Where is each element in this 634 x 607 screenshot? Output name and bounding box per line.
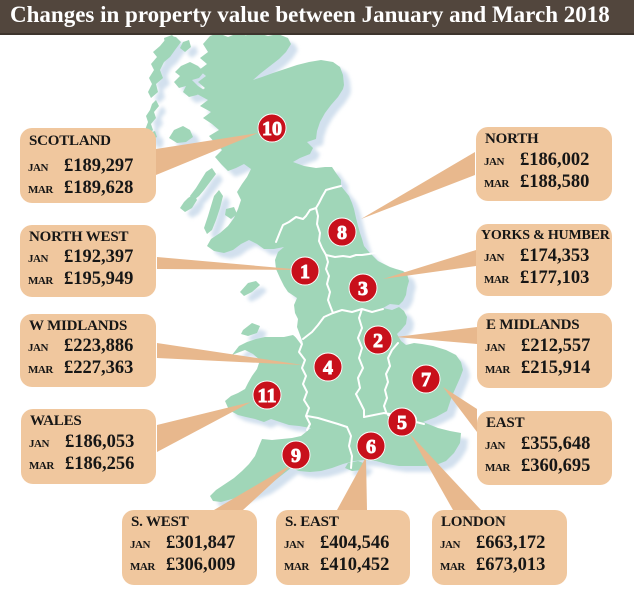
svg-text:1: 1 <box>300 261 310 283</box>
svg-text:5: 5 <box>397 412 407 434</box>
svg-text:2: 2 <box>373 330 383 352</box>
svg-text:3: 3 <box>358 278 368 300</box>
svg-text:6: 6 <box>366 436 376 458</box>
svg-text:10: 10 <box>262 118 282 140</box>
svg-text:9: 9 <box>291 445 301 467</box>
svg-text:7: 7 <box>421 369 431 391</box>
svg-text:8: 8 <box>337 222 347 244</box>
svg-text:4: 4 <box>323 357 333 379</box>
svg-text:11: 11 <box>258 385 277 407</box>
